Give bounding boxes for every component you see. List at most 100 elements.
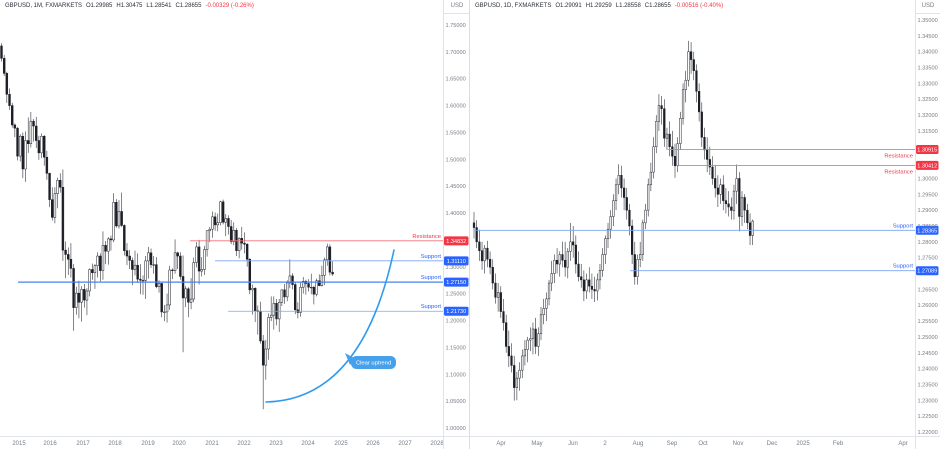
symbol-title: GBPUSD, 1M, FXMARKETS	[5, 3, 83, 9]
time-tick: 2023	[269, 441, 283, 447]
svg-text:1.27150: 1.27150	[446, 280, 466, 286]
time-tick: Dec	[767, 441, 778, 447]
change-value: -0.00516 (-0.40%)	[674, 3, 724, 9]
price-tick: 1.28000	[918, 240, 938, 246]
monthly-candlestick-series[interactable]	[0, 43, 334, 410]
price-tick: 1.40000	[446, 211, 466, 217]
uptrend-annotation[interactable]: Clear uptrend	[265, 249, 396, 403]
daily-time-axis[interactable]: Apr May Jun 2 Aug Sep Oct Nov Dec 2025 Feb Apr	[496, 441, 907, 447]
price-tick: 1.26500	[918, 287, 938, 293]
price-tick: 1.22500	[918, 414, 938, 420]
time-tick: 2015	[12, 441, 26, 447]
time-tick: 2016	[43, 441, 57, 447]
close-value: C1.28655	[175, 3, 202, 9]
price-tick: 1.24000	[918, 367, 938, 373]
time-tick: May	[531, 441, 542, 447]
callout-pointer-icon	[345, 353, 356, 365]
monthly-price-axis[interactable]: 1.75000 1.70000 1.65000 1.60000 1.55000 1.500…	[446, 23, 466, 432]
price-tick: 1.70000	[446, 50, 466, 56]
time-tick: 2019	[141, 441, 155, 447]
svg-text:1.30412: 1.30412	[917, 163, 937, 169]
time-tick: Apr	[496, 441, 505, 447]
price-tick: 1.23000	[918, 398, 938, 404]
price-tick: 1.45000	[446, 184, 466, 190]
time-tick: Jun	[568, 441, 578, 447]
monthly-time-axis[interactable]: 2015 2016 2017 2018 2019 2020 2021 2022 2023 2024…	[12, 441, 444, 447]
price-tick: 1.50000	[446, 157, 466, 163]
time-tick: 2020	[172, 441, 186, 447]
open-value: O1.29985	[86, 3, 113, 9]
svg-text:1.27089: 1.27089	[917, 269, 937, 275]
price-tick: 1.30000	[446, 265, 466, 271]
legend-monthly[interactable]: GBPUSD, 1M, FXMARKETS O1.29985 H1.30475 …	[5, 2, 254, 10]
time-tick: 2021	[205, 441, 219, 447]
price-tick: 1.05000	[446, 399, 466, 405]
price-badge	[916, 160, 939, 170]
price-tick: 1.65000	[446, 77, 466, 83]
time-tick: 2018	[108, 441, 122, 447]
level-label: Resistance	[412, 234, 441, 240]
resistance-line[interactable]: Resistance 1.34832	[190, 234, 469, 246]
price-tick: 1.15000	[446, 345, 466, 351]
resistance-line[interactable]: Resistance 1.30915	[668, 144, 939, 160]
price-badge	[444, 256, 469, 266]
price-tick: 1.26000	[918, 303, 938, 309]
open-value: O1.29091	[555, 3, 582, 9]
high-value: H1.29259	[585, 3, 612, 9]
price-tick: 1.25000	[918, 335, 938, 341]
time-tick: 2	[603, 441, 607, 447]
time-tick: 2027	[398, 441, 412, 447]
level-label: Support	[893, 223, 914, 229]
support-line[interactable]: Support 1.31110	[215, 254, 469, 266]
price-tick: 1.32000	[918, 113, 938, 119]
price-tick: 1.32500	[918, 97, 938, 103]
price-tick: 1.34500	[918, 34, 938, 40]
time-tick: Oct	[698, 441, 708, 447]
level-label: Support	[421, 275, 442, 281]
daily-price-axis[interactable]: 1.35000 1.34500 1.34000 1.33500 1.33000 1.325…	[918, 18, 938, 436]
price-tick: 1.20000	[446, 319, 466, 325]
svg-text:1.31110: 1.31110	[447, 259, 466, 265]
level-label: Resistance	[884, 153, 913, 159]
daily-candlestick-series[interactable]	[472, 40, 754, 401]
svg-text:1.30915: 1.30915	[917, 147, 937, 153]
price-badge	[444, 236, 469, 246]
level-label: Support	[421, 304, 442, 310]
price-tick: 1.30000	[918, 176, 938, 182]
price-badge	[916, 225, 939, 235]
callout-text: Clear uptrend	[356, 361, 391, 367]
uptrend-curve-icon	[265, 249, 395, 403]
price-tick: 1.23500	[918, 382, 938, 388]
currency-label-monthly: USD	[450, 3, 464, 9]
time-tick: 2026	[366, 441, 380, 447]
svg-text:1.21730: 1.21730	[446, 309, 466, 315]
low-value: L1.28541	[146, 3, 172, 9]
time-tick: Sep	[667, 441, 678, 447]
svg-text:1.34832: 1.34832	[446, 239, 466, 245]
price-tick: 1.28500	[918, 224, 938, 230]
legend-daily[interactable]: GBPUSD, 1D, FXMARKETS O1.29091 H1.29259 …	[475, 2, 723, 10]
price-badge	[444, 306, 469, 316]
price-tick: 1.31500	[918, 129, 938, 135]
change-value: -0.00329 (-0.26%)	[205, 3, 254, 9]
support-line[interactable]: Support 1.21730	[228, 304, 469, 316]
price-tick: 1.75000	[446, 23, 466, 29]
price-tick: 1.34000	[918, 50, 938, 56]
svg-text:1.28365: 1.28365	[917, 228, 937, 234]
resistance-line[interactable]: Resistance 1.30412	[677, 160, 939, 176]
time-tick: Aug	[633, 441, 644, 447]
time-tick: Apr	[898, 441, 907, 447]
time-tick: Nov	[733, 441, 744, 447]
price-tick: 1.33500	[918, 66, 938, 72]
time-tick: 2017	[76, 441, 90, 447]
price-tick: 1.24500	[918, 351, 938, 357]
price-tick: 1.55000	[446, 130, 466, 136]
price-tick: 1.00000	[446, 426, 466, 432]
price-tick: 1.29500	[918, 192, 938, 198]
price-tick: 1.27500	[918, 256, 938, 262]
support-line[interactable]: Support 1.27150	[18, 275, 469, 287]
